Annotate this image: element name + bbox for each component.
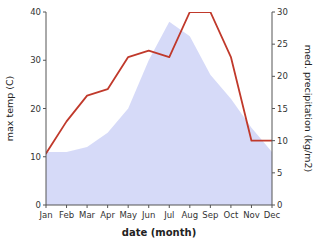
precip-line: [46, 12, 272, 154]
y2-tick-label: 15: [277, 104, 288, 114]
x-axis-label: date (month): [122, 227, 196, 238]
x-tick-label: Nov: [243, 210, 260, 220]
y2-tick-label: 25: [277, 39, 288, 49]
x-tick: [189, 205, 190, 208]
x-tick: [87, 205, 88, 208]
x-tick-label: Oct: [224, 210, 239, 220]
x-tick-label: Jan: [38, 210, 52, 220]
plot-area: [46, 12, 272, 205]
y2-tick: [272, 205, 275, 206]
y2-tick-label: 0: [277, 200, 282, 210]
y-tick: [43, 108, 46, 109]
y-tick-label: 30: [30, 55, 41, 65]
y2-tick: [272, 172, 275, 173]
x-tick-label: Aug: [182, 210, 199, 220]
x-tick: [148, 205, 149, 208]
x-tick-label: Sep: [202, 210, 218, 220]
y-axis-label: max temp (C): [4, 76, 15, 142]
x-tick-label: Jul: [163, 210, 174, 220]
y-tick: [43, 156, 46, 157]
x-tick: [66, 205, 67, 208]
y2-axis-label: med. precipitation (kg/m2): [303, 45, 314, 172]
y2-tick: [272, 76, 275, 77]
chart: JanFebMarAprMayJunJulAugSepOctNovDec0102…: [0, 0, 318, 247]
y-tick: [43, 205, 46, 206]
y2-tick-label: 20: [277, 71, 288, 81]
x-tick: [128, 205, 129, 208]
temp-area: [46, 22, 272, 205]
x-tick-label: May: [119, 210, 137, 220]
y-tick: [43, 12, 46, 13]
y2-tick: [272, 44, 275, 45]
x-tick-label: Mar: [79, 210, 96, 220]
y2-tick: [272, 140, 275, 141]
y-tick-label: 10: [30, 152, 41, 162]
x-tick-label: Apr: [100, 210, 115, 220]
x-tick: [210, 205, 211, 208]
y2-tick-label: 10: [277, 136, 288, 146]
x-tick-label: Dec: [264, 210, 281, 220]
x-tick: [107, 205, 108, 208]
y2-tick-label: 5: [277, 168, 282, 178]
x-tick: [169, 205, 170, 208]
x-tick-label: Jun: [141, 210, 155, 220]
y-tick-label: 40: [30, 7, 41, 17]
y2-tick: [272, 12, 275, 13]
x-tick-label: Feb: [59, 210, 74, 220]
y-tick-label: 20: [30, 104, 41, 114]
y2-tick: [272, 108, 275, 109]
x-tick: [251, 205, 252, 208]
x-tick: [230, 205, 231, 208]
y2-tick-label: 30: [277, 7, 288, 17]
y-tick-label: 0: [36, 200, 41, 210]
y-tick: [43, 60, 46, 61]
x-axis-line: [46, 205, 272, 206]
